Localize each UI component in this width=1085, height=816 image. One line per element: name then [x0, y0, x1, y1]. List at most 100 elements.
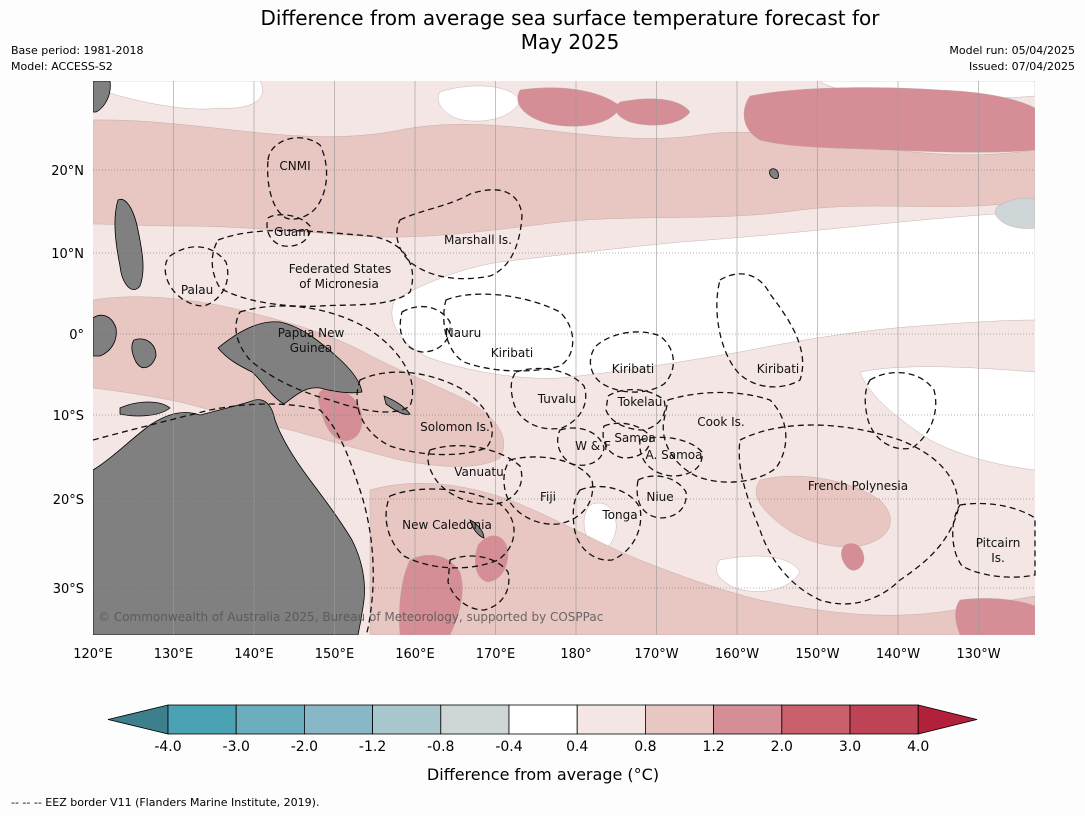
label-cook: Cook Is.: [697, 415, 744, 429]
anomaly-1p2-south-central: [841, 543, 865, 571]
eez-footnote: -- -- -- EEZ border V11 (Flanders Marine…: [11, 796, 320, 809]
colorbar-tick-label: -4.0: [154, 739, 181, 755]
eez-samoa: [602, 422, 651, 459]
label-tuvalu: Tuvalu: [537, 392, 577, 406]
lon-label: 140°W: [876, 647, 920, 662]
eez-palau: [164, 246, 229, 307]
label-kiribati-east: Kiribati: [757, 362, 799, 376]
lon-label: 130°E: [154, 647, 194, 662]
land-taiwan: [93, 81, 111, 113]
latitude-labels: 20°N 10°N 0° 10°S 20°S 30°S: [51, 164, 84, 597]
colorbar-ticks: -4.0 -3.0 -2.0 -1.2 -0.8 -0.4 0.4 0.8 1.2 2.0 3.0 4…: [154, 739, 929, 755]
label-kiribati-central: Kiribati: [612, 362, 654, 376]
copyright-notice: © Commonwealth of Australia 2025, Bureau…: [98, 610, 603, 624]
colorbar-tick-label: -2.0: [291, 739, 318, 755]
region-labels: CNMI Guam Marshall Is. Federated States …: [181, 159, 1020, 565]
land-australia: [93, 399, 365, 635]
colorbar-bin: [303, 704, 373, 735]
colorbar-tick-label: 3.0: [839, 739, 861, 755]
anomaly-1p2-south-new-caledonia: [475, 535, 509, 583]
issued-date: Issued: 07/04/2025: [968, 60, 1075, 73]
title-line-1: Difference from average sea surface temp…: [260, 6, 880, 30]
eez-kiribati-central: [589, 331, 674, 393]
label-marshall: Marshall Is.: [444, 233, 512, 247]
lat-label: 20°S: [53, 493, 84, 508]
label-pitcairn-2: Is.: [991, 551, 1005, 565]
colorbar-bin: [849, 704, 919, 735]
colorbar-tick-label: -1.2: [359, 739, 386, 755]
label-pitcairn-1: Pitcairn: [976, 536, 1021, 550]
lon-label: 160°E: [395, 647, 435, 662]
colorbar-tick-label: 2.0: [771, 739, 793, 755]
colorbar-bin: [508, 704, 578, 735]
colorbar-tick-label: -0.8: [427, 739, 454, 755]
anomaly-1p2-solomon: [318, 387, 363, 441]
colorbar-tick-label: -3.0: [223, 739, 250, 755]
land-hawaii: [769, 168, 779, 179]
eez-french-polynesia: [738, 424, 959, 605]
eez-australia-coast: [92, 403, 374, 636]
meta-right: Model run: 05/04/2025 Issued: 07/04/2025: [949, 43, 1075, 75]
longitude-labels: 120°E 130°E 140°E 150°E 160°E 170°E 180° 170°W 1…: [73, 647, 1000, 662]
colorbar-tick-label: 0.4: [566, 739, 588, 755]
anomaly-1p2-north-central: [517, 87, 621, 127]
label-solomon: Solomon Is.: [420, 420, 490, 434]
eez-marshall: [396, 189, 523, 280]
eez-kiribati-east: [716, 273, 804, 388]
colorbar-bin: [235, 704, 305, 735]
colorbar-bin: [645, 704, 715, 735]
lon-label: 150°W: [795, 647, 839, 662]
colorbar-bin: [781, 704, 851, 735]
eez-american-samoa: [639, 436, 703, 477]
cool-anomaly-patch: [994, 197, 1035, 229]
land-timor: [119, 401, 171, 417]
lon-label: 180°: [560, 647, 591, 662]
eez-tokelau: [605, 389, 666, 431]
label-wallis-futuna: W & F: [575, 439, 611, 453]
lat-label: 10°N: [51, 247, 84, 262]
neutral-south-patch-1: [716, 555, 801, 592]
colorbar-label: Difference from average (°C): [427, 765, 659, 784]
title-line-2: May 2025: [520, 30, 620, 54]
neutral-east-patch: [859, 366, 1035, 471]
eez-kiribati-west: [443, 293, 574, 372]
land-new-caledonia: [469, 519, 485, 539]
lon-label: 170°E: [476, 647, 516, 662]
lat-label: 30°S: [53, 582, 84, 597]
label-tokelau: Tokelau: [617, 395, 663, 409]
lon-label: 140°E: [234, 647, 274, 662]
label-american-samoa: A. Samoa: [646, 448, 703, 462]
label-tonga: Tonga: [601, 508, 637, 522]
lon-label: 150°E: [315, 647, 355, 662]
label-kiribati-west: Kiribati: [491, 346, 533, 360]
eez-niue: [636, 475, 687, 519]
eez-png: [235, 305, 414, 413]
colorbar-bin: [372, 704, 442, 735]
colorbar-tick-label: 4.0: [907, 739, 929, 755]
model-run: Model run: 05/04/2025: [949, 44, 1075, 57]
anomaly-0p8-central-south: [755, 475, 891, 547]
eez-french-polynesia-east: [864, 371, 937, 450]
label-samoa: Samoa: [614, 431, 655, 445]
anomaly-0p8-north-band: [93, 119, 1035, 238]
neutral-north-patch-2: [437, 85, 521, 122]
colorbar-bin: [576, 704, 646, 735]
colorbar-tick-label: 1.2: [702, 739, 724, 755]
eez-guam: [266, 214, 311, 247]
graticule: [93, 81, 1035, 635]
colorbar-tick-label: -0.4: [495, 739, 522, 755]
colorbar-bin: [713, 704, 783, 735]
label-guam: Guam: [274, 225, 310, 239]
chart-title: Difference from average sea surface temp…: [0, 6, 1085, 54]
anomaly-1p2-north-mid: [615, 98, 691, 126]
colorbar-bin: [440, 704, 510, 735]
land-philippines: [114, 198, 144, 291]
anomaly-1p2-north-east: [743, 87, 1035, 153]
label-palau: Palau: [181, 283, 213, 297]
land-borneo: [93, 314, 117, 357]
eez-pitcairn: [952, 502, 1036, 578]
label-niue: Niue: [646, 490, 673, 504]
lat-label: 0°: [69, 328, 84, 343]
colorbar-tick-label: 0.8: [634, 739, 656, 755]
